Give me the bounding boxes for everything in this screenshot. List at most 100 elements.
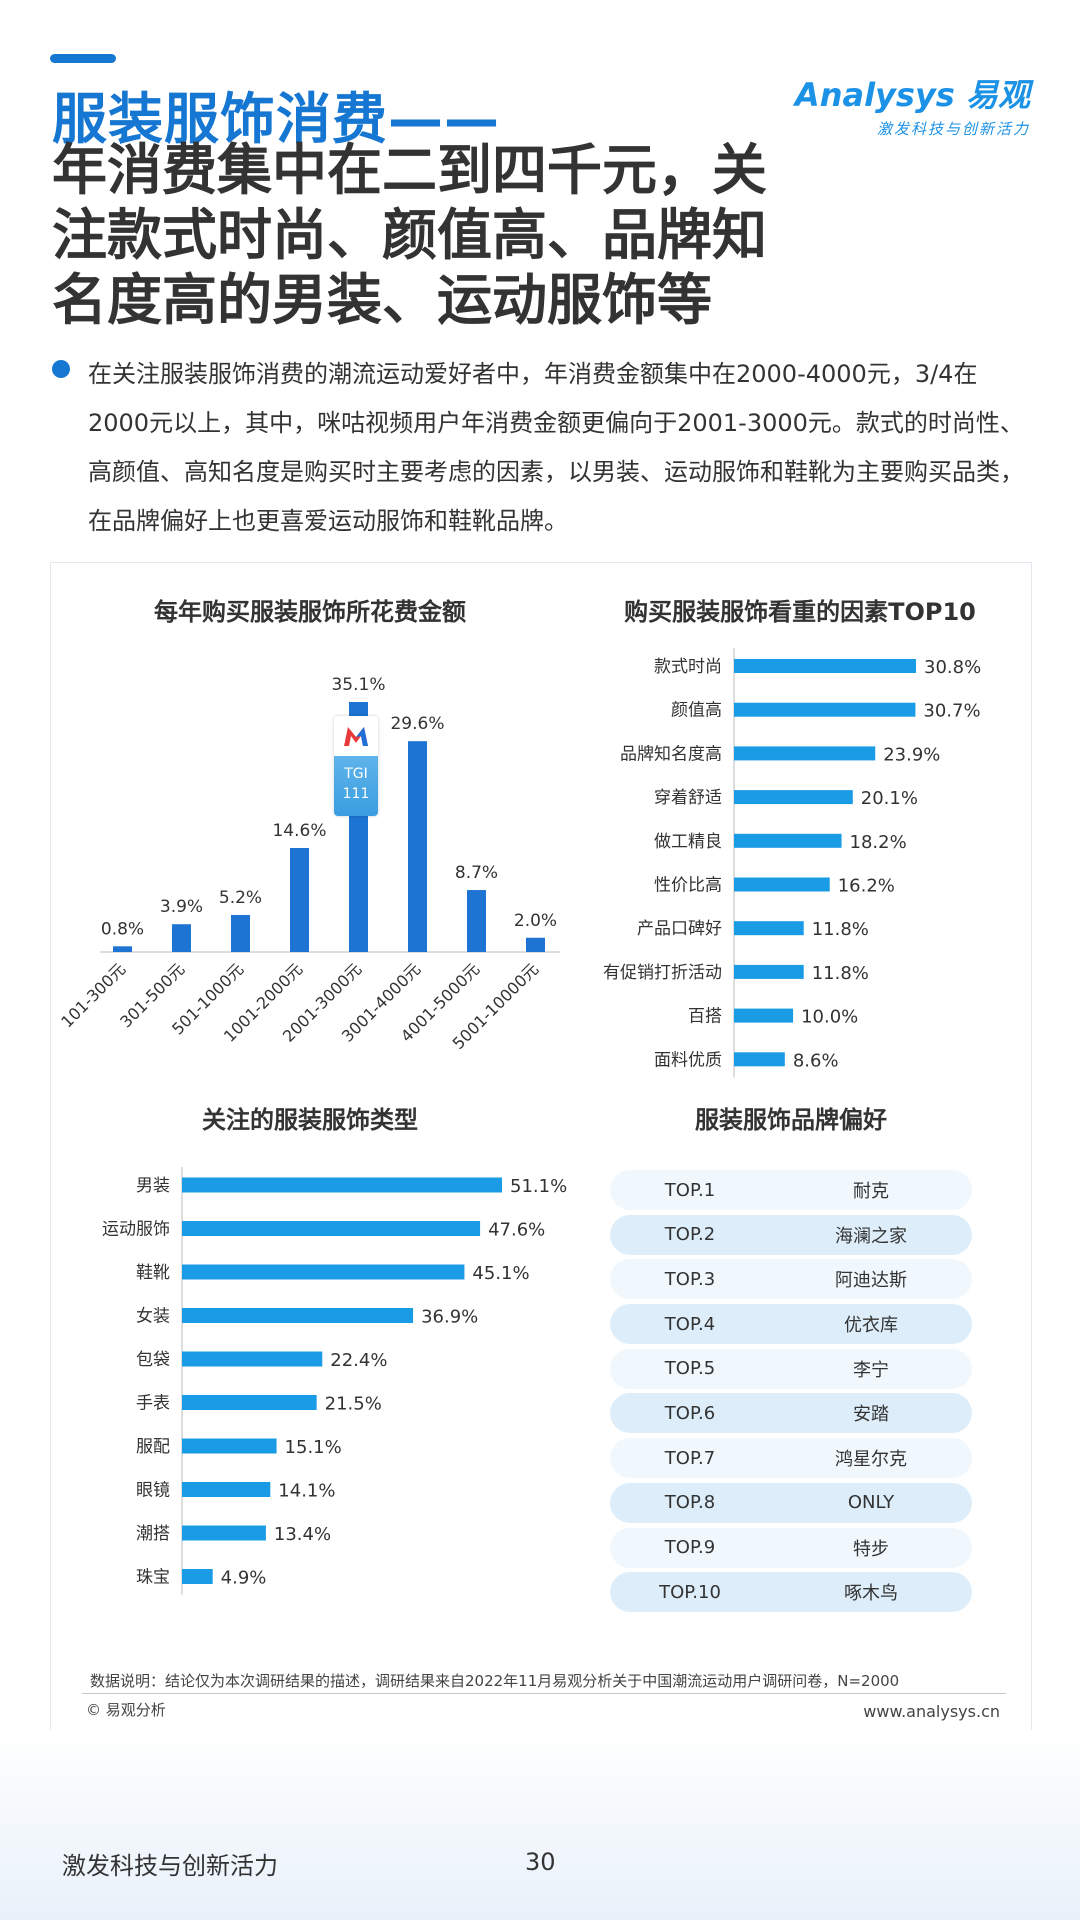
types-category-label: 女装 <box>136 1307 170 1327</box>
types-bar-label: 45.1% <box>472 1263 529 1284</box>
factors-bar <box>734 1008 794 1023</box>
factors-bar <box>734 877 830 892</box>
spending-bar <box>526 937 545 952</box>
brand-row: TOP.1 耐克 <box>610 1170 972 1210</box>
factors-bar-label: 30.7% <box>923 701 980 722</box>
types-category-label: 男装 <box>136 1176 170 1196</box>
brand-row: TOP.9 特步 <box>610 1527 972 1568</box>
types-category-label: 眼镜 <box>136 1481 170 1501</box>
factors-bar <box>734 659 916 673</box>
factors-category-label: 品牌知名度高 <box>620 744 722 764</box>
brand-row: TOP.4 优衣库 <box>610 1304 972 1345</box>
factors-bar-label: 20.1% <box>861 788 918 809</box>
data-note: 数据说明：结论仅为本次调研结果的描述，调研结果来自2022年11月易观分析关于中… <box>90 1672 900 1690</box>
types-bar-label: 22.4% <box>330 1350 387 1371</box>
logo-tagline: 激发科技与创新活力 <box>876 120 1030 138</box>
types-bar <box>182 1569 213 1584</box>
types-bar-label: 36.9% <box>421 1307 478 1328</box>
types-bar-chart: 男装 51.1% 运动服饰 47.6% 鞋靴 45.1% 女装 36.9% 包袋 22.4% 手表 2… <box>102 1167 567 1595</box>
factors-bar-label: 8.6% <box>793 1050 839 1071</box>
page-title-line: 年消费集中在二到四千元，关 <box>52 138 768 202</box>
page-title-topic: 服装服饰消费—— <box>52 87 501 151</box>
factors-bar-label: 23.9% <box>883 744 940 765</box>
brand-name: 优衣库 <box>844 1315 898 1337</box>
factors-category-label: 款式时尚 <box>654 657 722 677</box>
logo-brand: Analysys 易观 <box>794 76 1030 114</box>
spending-bar <box>290 848 309 952</box>
brand-row: TOP.10 啄木鸟 <box>610 1572 972 1613</box>
page-title-headline: 年消费集中在二到四千元，关 注款式时尚、颜值高、品牌知 名度高的男装、运动服饰等 <box>52 138 832 333</box>
brand-row: TOP.2 海澜之家 <box>610 1214 972 1255</box>
factors-bar-label: 11.8% <box>812 963 869 984</box>
brand-name: ONLY <box>847 1492 895 1514</box>
factors-bar <box>734 1052 785 1067</box>
brand-rank: TOP.4 <box>664 1313 716 1335</box>
brand-row: TOP.5 李宁 <box>610 1348 972 1389</box>
brand-rank: TOP.7 <box>664 1447 716 1469</box>
website-link[interactable]: www.analysys.cn <box>863 1702 1000 1721</box>
factors-category-label: 颜值高 <box>671 701 722 721</box>
brand-name: 耐克 <box>853 1181 889 1202</box>
types-category-label: 运动服饰 <box>102 1220 170 1240</box>
types-bar <box>182 1264 465 1280</box>
types-category-label: 服配 <box>136 1437 170 1457</box>
brand-rank: TOP.2 <box>664 1224 716 1246</box>
brand-row: TOP.6 安踏 <box>610 1393 972 1434</box>
factors-bar <box>734 790 853 805</box>
types-bar <box>182 1525 266 1541</box>
factors-bar-label: 16.2% <box>838 876 895 897</box>
brand-name: 特步 <box>853 1538 889 1560</box>
types-category-label: 包袋 <box>136 1350 170 1370</box>
copyright-text: © 易观分析 <box>86 1701 166 1719</box>
brand-rank: TOP.5 <box>664 1358 716 1380</box>
page-title-line: 注款式时尚、颜值高、品牌知 <box>52 203 768 267</box>
brand-row: TOP.7 鸿星尔克 <box>610 1438 972 1479</box>
brand-row: TOP.3 阿迪达斯 <box>610 1259 972 1300</box>
types-bar <box>182 1177 502 1193</box>
types-bar-label: 21.5% <box>325 1394 382 1415</box>
types-bar-label: 15.1% <box>285 1437 342 1458</box>
types-category-label: 鞋靴 <box>136 1263 170 1283</box>
factors-category-label: 性价比高 <box>654 876 722 896</box>
types-category-label: 手表 <box>136 1394 170 1414</box>
factors-bar-chart: 款式时尚 30.8% 颜值高 30.7% 品牌知名度高 23.9% 穿着舒适 20.1% 做工精… <box>603 648 981 1078</box>
migu-logo-icon <box>344 727 368 746</box>
spending-chart-title: 每年购买服装服饰所花费金额 <box>154 598 466 626</box>
spending-bar <box>231 914 250 952</box>
brand-name: 安踏 <box>853 1404 889 1426</box>
types-bar <box>182 1482 271 1497</box>
spending-bar-label: 3.9% <box>160 897 203 917</box>
factors-category-label: 穿着舒适 <box>654 788 722 808</box>
types-bar-label: 51.1% <box>510 1176 567 1197</box>
spending-bar <box>172 924 191 952</box>
spending-bar-label: 35.1% <box>331 675 385 695</box>
brand-name: 海澜之家 <box>835 1225 907 1247</box>
brand-rank: TOP.3 <box>664 1268 716 1290</box>
bullet-icon <box>52 360 70 378</box>
types-bar <box>182 1438 277 1454</box>
brand-rank: TOP.9 <box>664 1537 716 1558</box>
factors-chart-title: 购买服装服饰看重的因素TOP10 <box>624 598 976 626</box>
spending-bar-label: 0.8% <box>101 919 144 939</box>
factors-category-label: 产品口碑好 <box>637 919 722 939</box>
factors-bar <box>734 921 804 936</box>
brand-name: 李宁 <box>853 1359 889 1381</box>
brand-row: TOP.8 ONLY <box>610 1482 972 1523</box>
factors-bar <box>734 964 804 979</box>
page-number: 30 <box>525 1848 556 1876</box>
spending-bar-label: 5.2% <box>219 888 262 908</box>
factors-bar <box>734 746 876 761</box>
factors-bar-label: 11.8% <box>812 919 869 940</box>
factors-bar <box>734 833 842 848</box>
brand-rank: TOP.8 <box>664 1492 716 1514</box>
brand-name: 鸿星尔克 <box>835 1449 907 1471</box>
factors-category-label: 面料优质 <box>654 1050 722 1070</box>
title-accent-bar <box>50 54 116 63</box>
types-bar <box>182 1221 481 1236</box>
summary-text: 在关注服装服饰消费的潮流运动爱好者中，年消费金额集中在2000-4000元，3/… <box>88 360 1024 535</box>
spending-bar-label: 2.0% <box>514 911 557 931</box>
brand-name: 啄木鸟 <box>844 1583 898 1605</box>
brand-rank: TOP.10 <box>659 1581 721 1603</box>
analysys-logo: Analysys 易观 激发科技与创新活力 <box>795 70 1030 139</box>
brand-rank: TOP.1 <box>664 1179 716 1201</box>
